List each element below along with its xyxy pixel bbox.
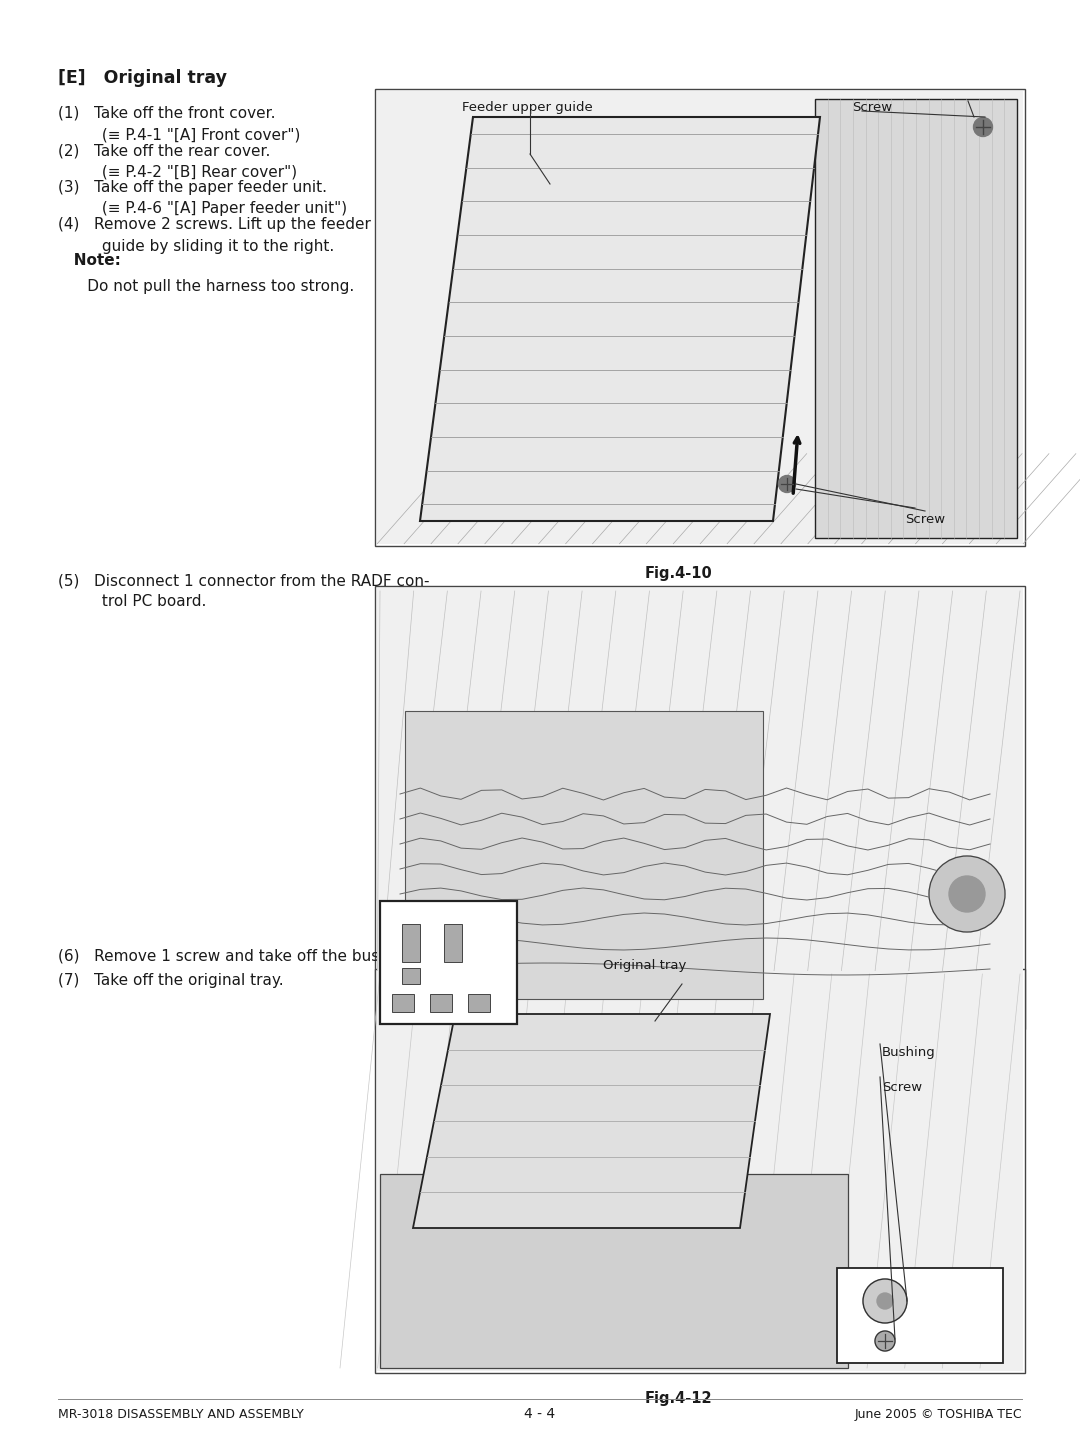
Bar xyxy=(402,968,420,984)
Text: trol PC board.: trol PC board. xyxy=(58,595,206,610)
Circle shape xyxy=(875,1331,895,1352)
Text: June 2005 © TOSHIBA TEC: June 2005 © TOSHIBA TEC xyxy=(854,1408,1022,1421)
Text: (≡ P.4-1 "[A] Front cover"): (≡ P.4-1 "[A] Front cover") xyxy=(58,127,300,143)
Bar xyxy=(837,1268,1003,1363)
Polygon shape xyxy=(413,1014,770,1228)
Bar xyxy=(377,91,1023,545)
Text: Fig.4-11: Fig.4-11 xyxy=(644,1048,712,1063)
Text: Fig.4-10: Fig.4-10 xyxy=(644,566,712,581)
Text: Fig.4-12: Fig.4-12 xyxy=(644,1391,712,1406)
Circle shape xyxy=(877,1293,893,1308)
Bar xyxy=(444,924,462,963)
Text: Screw: Screw xyxy=(882,1081,922,1094)
Text: Do not pull the harness too strong.: Do not pull the harness too strong. xyxy=(58,280,354,294)
Text: (6)   Remove 1 screw and take off the bushing.: (6) Remove 1 screw and take off the bush… xyxy=(58,950,417,964)
Bar xyxy=(468,994,490,1012)
Text: (2)   Take off the rear cover.: (2) Take off the rear cover. xyxy=(58,143,270,159)
Circle shape xyxy=(863,1280,907,1323)
Text: (1)   Take off the front cover.: (1) Take off the front cover. xyxy=(58,107,275,121)
Bar xyxy=(377,971,1023,1370)
Bar xyxy=(392,994,414,1012)
Text: (≡ P.4-6 "[A] Paper feeder unit"): (≡ P.4-6 "[A] Paper feeder unit") xyxy=(58,202,347,216)
Circle shape xyxy=(779,476,796,493)
Bar xyxy=(380,901,517,1025)
Bar xyxy=(375,586,1025,1029)
Polygon shape xyxy=(815,99,1017,537)
Text: MR-3018 DISASSEMBLY AND ASSEMBLY: MR-3018 DISASSEMBLY AND ASSEMBLY xyxy=(58,1408,303,1421)
Text: 4 - 4: 4 - 4 xyxy=(525,1406,555,1421)
Bar xyxy=(375,89,1025,546)
Text: Screw: Screw xyxy=(852,101,892,114)
Text: (5)   Disconnect 1 connector from the RADF con-: (5) Disconnect 1 connector from the RADF… xyxy=(58,574,430,588)
Text: guide by sliding it to the right.: guide by sliding it to the right. xyxy=(58,239,334,254)
Text: Screw: Screw xyxy=(905,513,945,526)
Circle shape xyxy=(949,876,985,912)
Bar xyxy=(375,968,1025,1373)
Circle shape xyxy=(973,118,993,137)
Circle shape xyxy=(929,856,1005,932)
Text: Bushing: Bushing xyxy=(882,1046,935,1059)
Text: Feeder upper guide: Feeder upper guide xyxy=(462,101,593,114)
Bar xyxy=(405,710,762,999)
Polygon shape xyxy=(420,117,820,522)
Text: (≡ P.4-2 "[B] Rear cover"): (≡ P.4-2 "[B] Rear cover") xyxy=(58,164,297,180)
Text: Original tray: Original tray xyxy=(604,960,687,973)
Text: (3)   Take off the paper feeder unit.: (3) Take off the paper feeder unit. xyxy=(58,180,327,195)
Bar xyxy=(430,994,453,1012)
Text: Note:: Note: xyxy=(58,254,121,268)
Bar xyxy=(380,1174,848,1368)
Text: (7)   Take off the original tray.: (7) Take off the original tray. xyxy=(58,973,284,989)
Bar xyxy=(377,588,1023,1027)
Bar xyxy=(402,924,420,963)
Text: [E]   Original tray: [E] Original tray xyxy=(58,69,227,86)
Text: (4)   Remove 2 screws. Lift up the feeder upper: (4) Remove 2 screws. Lift up the feeder … xyxy=(58,218,421,232)
